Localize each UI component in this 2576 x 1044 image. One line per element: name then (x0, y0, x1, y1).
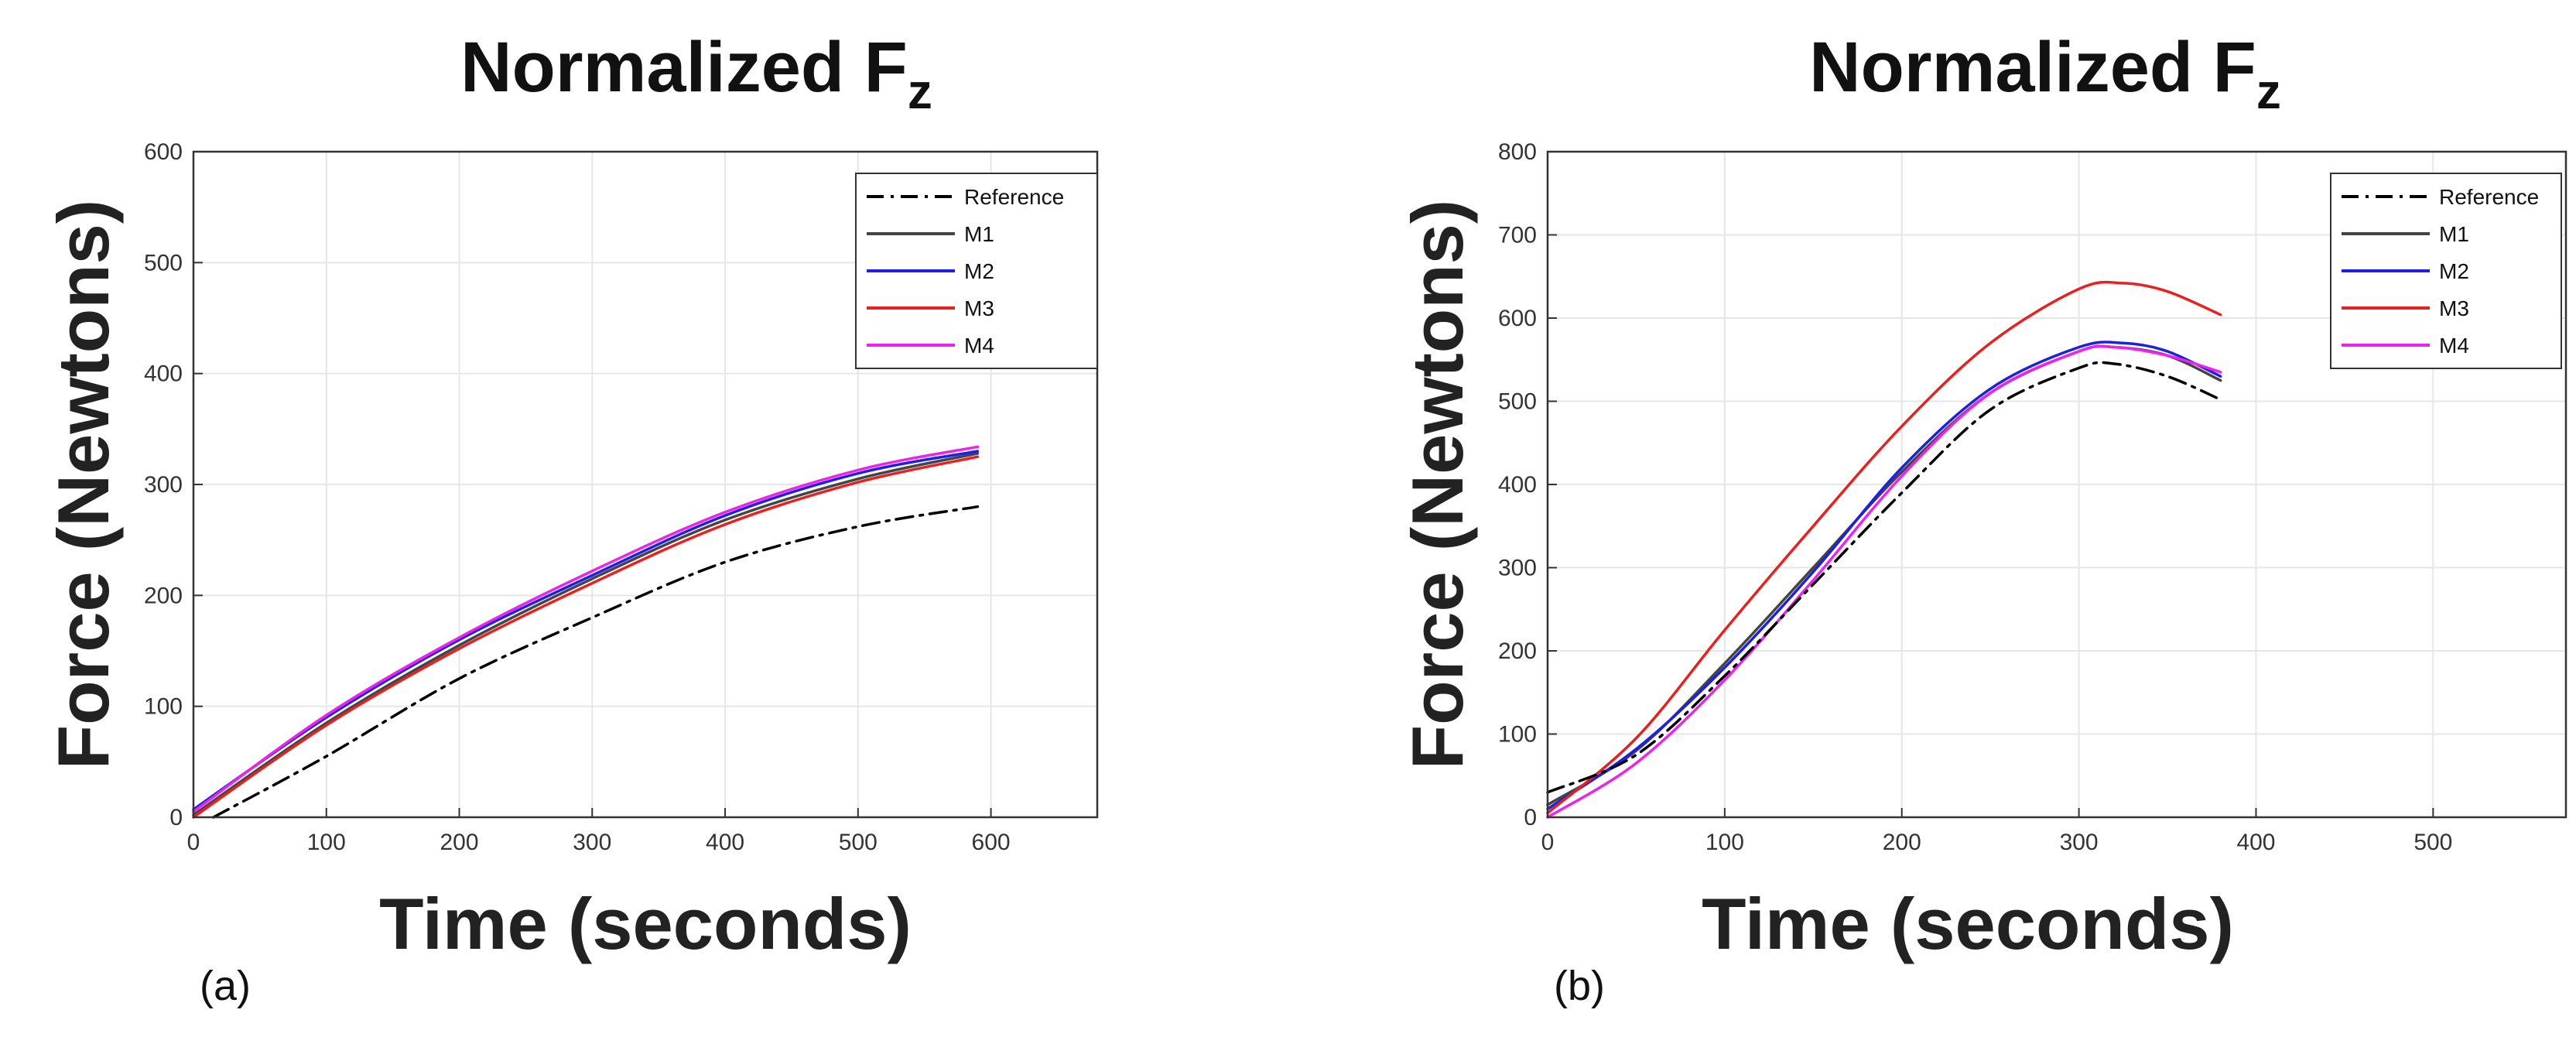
chart-b-xtick-label: 200 (1883, 830, 1921, 855)
chart-b-title: Normalized Fz (1809, 28, 2281, 119)
chart-a-series-m2 (192, 450, 980, 811)
chart-a-ytick-label: 400 (144, 361, 183, 387)
chart-b-ytick-label: 0 (1524, 805, 1537, 830)
chart-b-ytick-label: 200 (1498, 638, 1537, 664)
chart-b-legend-label: M2 (2439, 259, 2469, 283)
chart-a-xtick-label: 500 (839, 830, 877, 855)
chart-a-ylabel: Force (Newtons) (43, 200, 124, 769)
chart-a-xtick-label: 300 (573, 830, 611, 855)
chart-b-panel-label: (b) (1554, 963, 1605, 1009)
chart-b: Normalized Fz 0 100 200 300 400 500 0 100 200 300… (1397, 28, 2567, 1009)
chart-a-legend-label: M4 (964, 334, 994, 358)
chart-a-xtick-label: 0 (187, 830, 200, 855)
chart-b-series (1546, 280, 2222, 819)
chart-b-ytick-label: 700 (1498, 223, 1537, 248)
chart-b-legend: Reference M1 M2 M3 M4 (2330, 173, 2562, 369)
chart-b-series-m3 (1546, 280, 2222, 815)
chart-a-series (192, 445, 980, 819)
chart-b-ytick-label: 600 (1498, 306, 1537, 331)
chart-a-xtick-label: 600 (972, 830, 1011, 855)
chart-a-legend-label: M1 (964, 222, 994, 246)
chart-b-series-reference (1546, 361, 2222, 794)
chart-b-ytick-label: 100 (1498, 722, 1537, 748)
chart-b-xlabel: Time (seconds) (1702, 883, 2234, 964)
chart-a-xlabel: Time (seconds) (379, 883, 912, 964)
chart-b-legend-label: Reference (2439, 185, 2539, 209)
chart-b-legend-label: M4 (2439, 334, 2469, 358)
chart-b-ytick-label: 500 (1498, 389, 1537, 415)
chart-a-legend-label: M2 (964, 259, 994, 283)
chart-b-xtick-label: 0 (1541, 830, 1555, 855)
chart-a-xtick-label: 100 (307, 830, 346, 855)
chart-a-series-reference (212, 505, 980, 819)
chart-b-xtick-label: 100 (1705, 830, 1744, 855)
chart-a-ytick-label: 300 (144, 472, 183, 498)
chart-a-series-m4 (192, 445, 980, 813)
chart-a-legend-label: M3 (964, 296, 994, 320)
chart-a-ytick-label: 0 (169, 805, 183, 830)
chart-b-legend-label: M3 (2439, 296, 2469, 320)
chart-a-ytick-label: 100 (144, 694, 183, 720)
chart-a-ytick-label: 600 (144, 139, 183, 165)
chart-b-ytick-label: 400 (1498, 472, 1537, 498)
chart-a-ytick-label: 500 (144, 250, 183, 276)
chart-b-series-m1 (1546, 344, 2222, 806)
chart-a-legend: Reference M1 M2 M3 M4 (855, 173, 1098, 369)
chart-a-title: Normalized Fz (460, 28, 932, 119)
chart-b-xtick-label: 300 (2060, 830, 2099, 855)
chart-b-ticks: 0 100 200 300 400 500 0 100 200 300 400 500 600 700 80… (1498, 139, 2452, 855)
chart-b-xtick-label: 400 (2236, 830, 2275, 855)
chart-a-xtick-label: 400 (706, 830, 744, 855)
chart-a-panel-label: (a) (200, 963, 251, 1009)
chart-a-ticks: 0 100 200 300 400 500 600 0 100 200 300 400 500 600 (144, 139, 1011, 855)
chart-b-ytick-label: 800 (1498, 139, 1537, 165)
chart-b-series-m4 (1546, 344, 2222, 819)
chart-b-ylabel: Force (Newtons) (1397, 200, 1478, 769)
chart-b-legend-label: M1 (2439, 222, 2469, 246)
chart-a-legend-label: Reference (964, 185, 1064, 209)
chart-a-series-m3 (192, 455, 980, 819)
chart-a-xtick-label: 200 (440, 830, 478, 855)
chart-a-series-m1 (192, 452, 980, 816)
chart-b-ytick-label: 300 (1498, 556, 1537, 581)
chart-b-series-m2 (1546, 341, 2222, 811)
chart-a: Normalized Fz 0 100 200 300 400 500 600 0 100 200… (43, 28, 1099, 1009)
chart-b-xtick-label: 500 (2414, 830, 2452, 855)
chart-a-ytick-label: 200 (144, 583, 183, 608)
